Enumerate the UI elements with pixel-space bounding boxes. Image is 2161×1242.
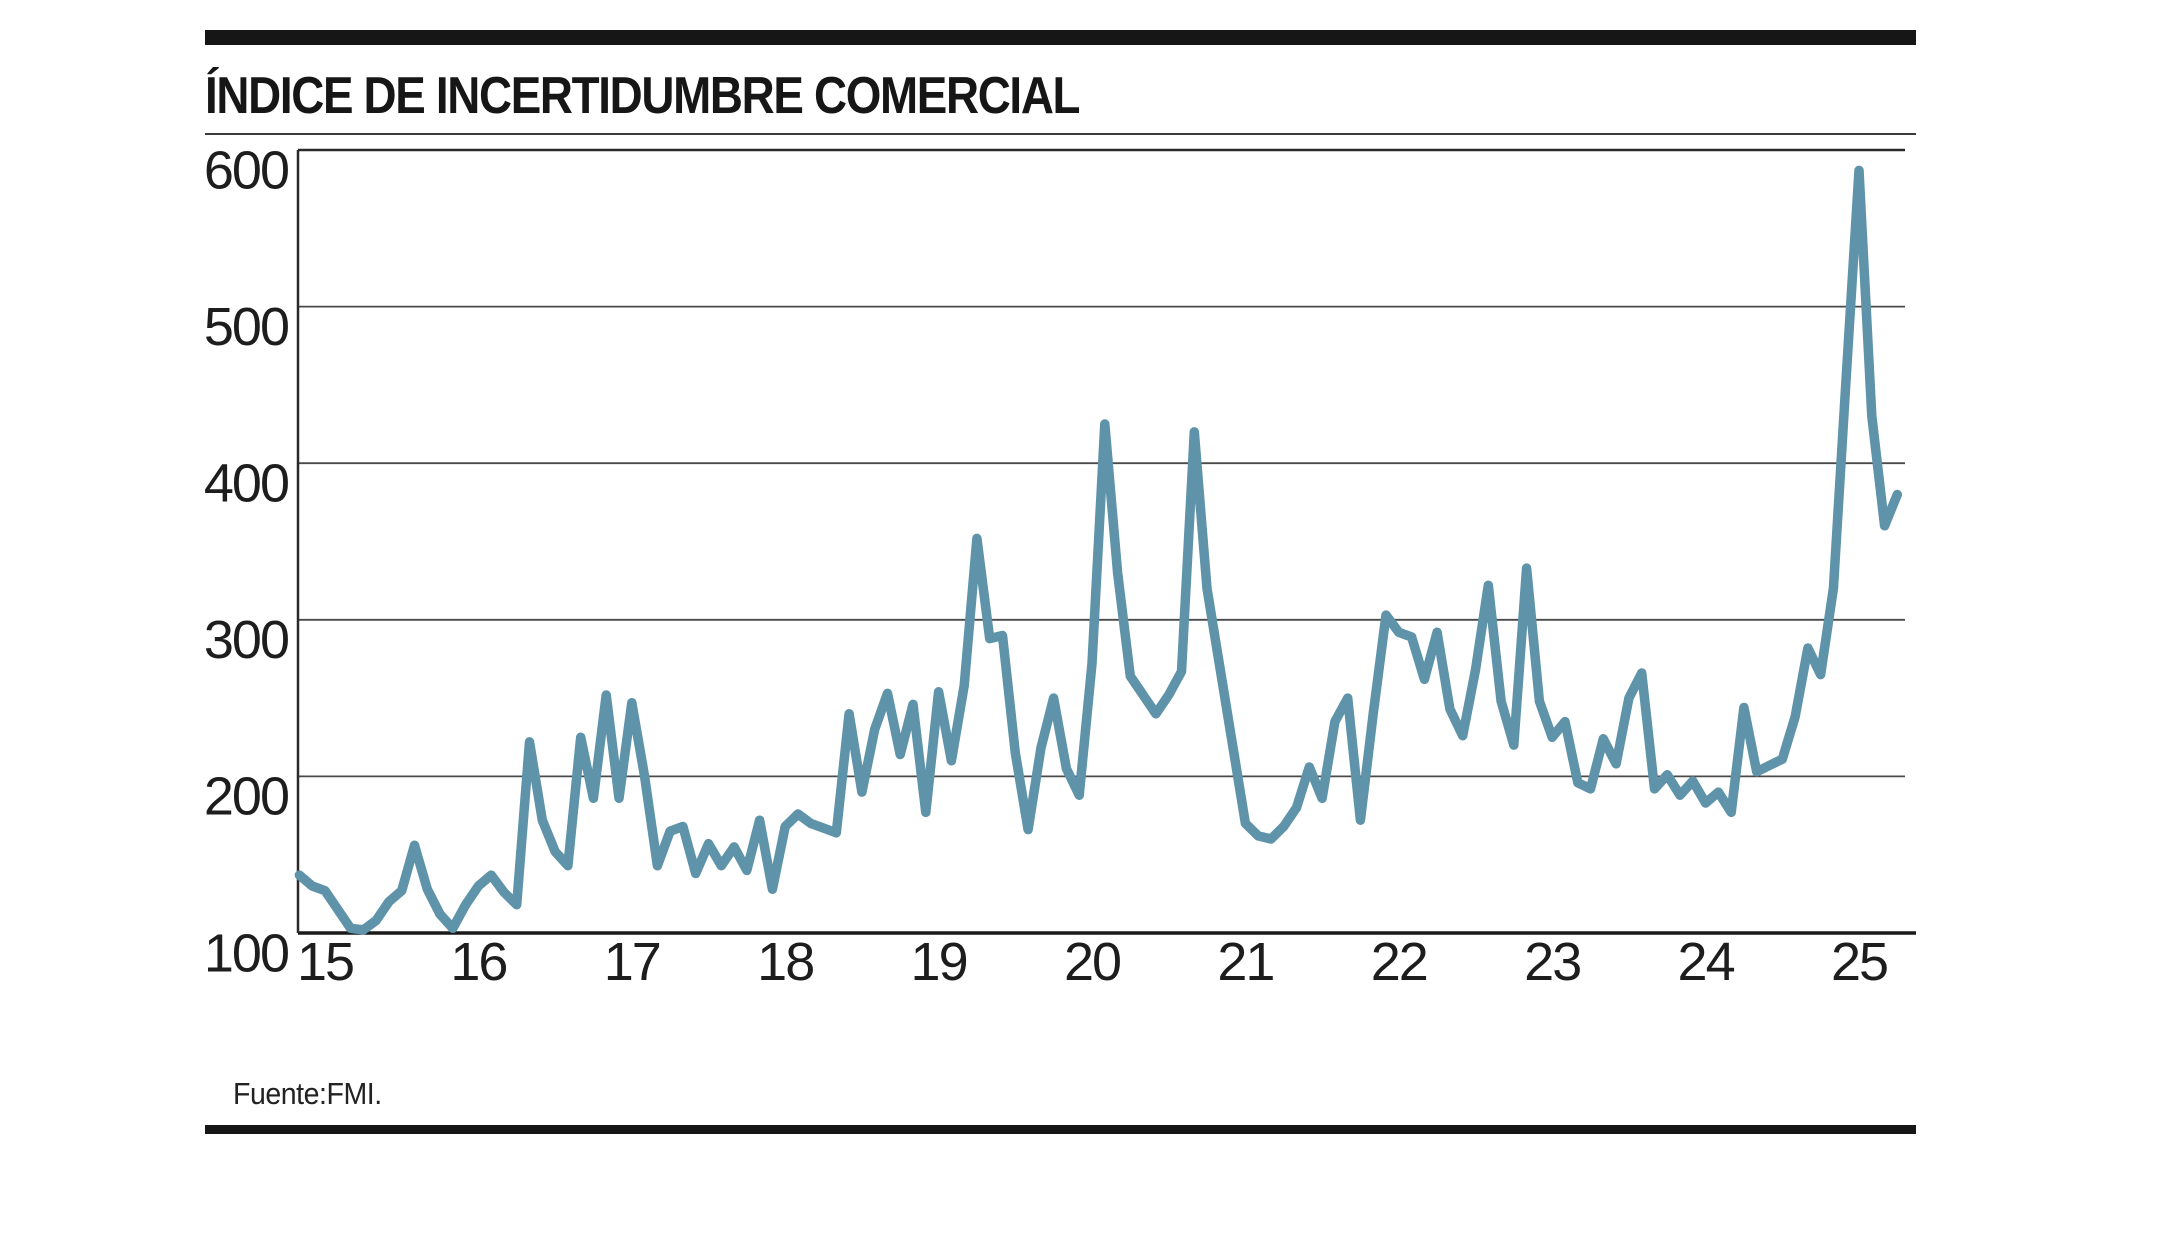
header-rule: [205, 133, 1916, 135]
y-axis-label: 100: [204, 923, 288, 983]
y-axis-label: 300: [204, 610, 288, 670]
top-rule: [205, 30, 1916, 45]
x-axis-label: 16: [450, 932, 506, 992]
x-axis-label: 15: [297, 932, 353, 992]
source-note: Fuente:FMI.: [233, 1076, 382, 1111]
y-axis-label: 600: [204, 140, 288, 200]
y-axis-label: 500: [204, 297, 288, 357]
page-title: ÍNDICE DE INCERTIDUMBRE COMERCIAL: [205, 67, 1081, 125]
data-line: [294, 165, 1903, 935]
x-axis-label: 21: [1217, 932, 1273, 992]
y-axis-label: 200: [204, 767, 288, 827]
x-axis-label: 23: [1524, 932, 1580, 992]
x-axis-label: 25: [1831, 932, 1887, 992]
x-axis-label: 17: [604, 932, 660, 992]
x-axis-label: 20: [1064, 932, 1120, 992]
bottom-rule: [205, 1125, 1916, 1134]
x-axis-label: 22: [1371, 932, 1427, 992]
x-axis-label: 24: [1678, 932, 1735, 992]
x-axis-label: 18: [757, 932, 813, 992]
y-axis-label: 400: [204, 453, 288, 513]
x-axis-label: 19: [911, 932, 967, 992]
